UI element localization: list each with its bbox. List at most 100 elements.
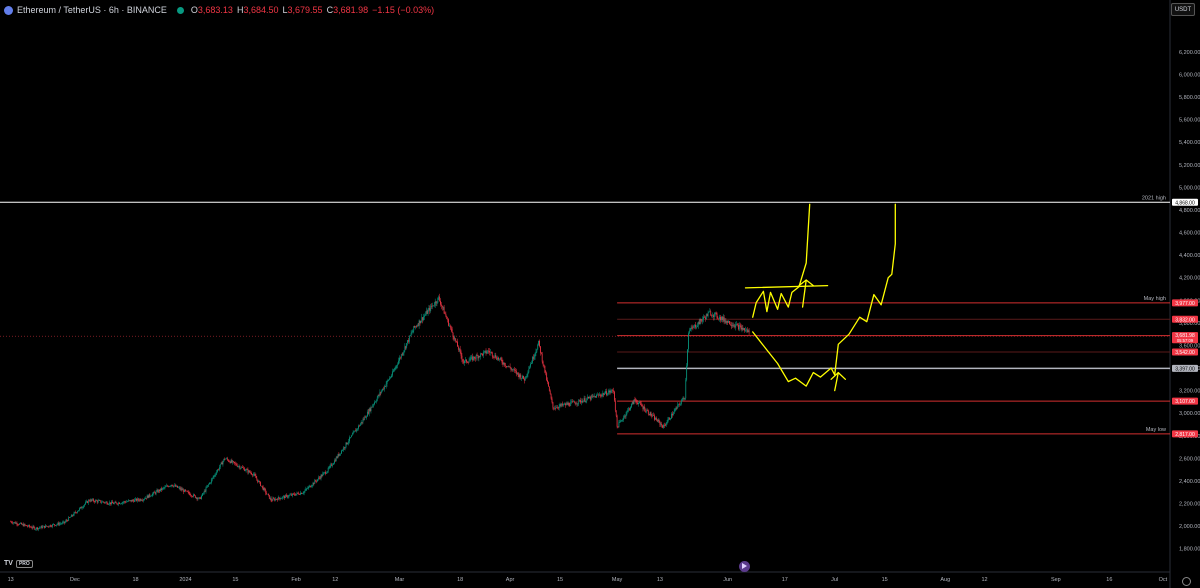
- candle-body: [709, 311, 711, 312]
- candle-body: [106, 501, 108, 505]
- candle-body: [78, 510, 79, 512]
- candle-body: [19, 523, 21, 525]
- candle-body: [681, 398, 683, 402]
- candle-body: [338, 454, 340, 456]
- candle-body: [465, 359, 467, 363]
- candle-body: [149, 494, 151, 497]
- candle-body: [556, 407, 557, 409]
- candle-body: [262, 486, 264, 490]
- candle-body: [228, 461, 230, 462]
- candle-body: [260, 485, 262, 487]
- candle-body: [537, 344, 539, 350]
- candle-body: [335, 457, 337, 462]
- candle-body: [363, 419, 365, 420]
- candle-body: [155, 491, 157, 494]
- candle-body: [213, 475, 215, 478]
- candle-body: [663, 425, 664, 428]
- candle-body: [132, 500, 134, 501]
- candle-body: [129, 500, 131, 501]
- settings-icon[interactable]: [1182, 577, 1191, 586]
- candle-body: [725, 320, 727, 323]
- candle-body: [712, 315, 713, 316]
- candle-body: [700, 319, 702, 321]
- candle-body: [416, 326, 417, 327]
- currency-button[interactable]: USDT: [1171, 3, 1195, 16]
- candle-body: [218, 469, 219, 471]
- logo-badge: PRO: [15, 559, 33, 568]
- candle-body: [306, 488, 308, 490]
- candle-body: [249, 470, 251, 473]
- candle-body: [441, 305, 443, 308]
- candle-body: [20, 522, 21, 524]
- candle-body: [233, 461, 235, 462]
- candle-body: [595, 396, 597, 398]
- x-tick-label: Apr: [506, 577, 515, 583]
- candle-body: [79, 507, 81, 509]
- candle-body: [59, 523, 61, 525]
- candle-body: [694, 324, 696, 326]
- y-tick-label: 6,200.00: [1179, 50, 1200, 56]
- candle-body: [666, 422, 668, 424]
- candle-body: [318, 477, 320, 479]
- candle-body: [407, 340, 408, 344]
- open-value: 3,683.13: [197, 5, 233, 15]
- candle-body: [276, 498, 277, 500]
- candle-body: [281, 498, 283, 499]
- candle-body: [185, 490, 187, 492]
- candle-body: [146, 495, 148, 499]
- candle-body: [691, 327, 693, 329]
- y-tick-label: 2,200.00: [1179, 502, 1200, 508]
- candle-body: [746, 329, 747, 331]
- candle-body: [509, 366, 511, 369]
- candle-body: [246, 469, 248, 471]
- candle-body: [124, 501, 126, 503]
- candle-body: [35, 529, 37, 530]
- candle-body: [191, 495, 193, 497]
- candle-body: [602, 393, 604, 395]
- candle-body: [269, 498, 271, 499]
- candle-body: [631, 401, 633, 404]
- symbol-title[interactable]: Ethereum / TetherUS · 6h · BINANCE: [17, 5, 167, 15]
- candle-body: [205, 487, 207, 492]
- candle-body: [481, 353, 482, 354]
- candle-body: [289, 495, 291, 496]
- candle-body: [342, 447, 344, 451]
- candle-body: [598, 394, 600, 396]
- candle-body: [401, 354, 403, 355]
- candle-body: [614, 391, 615, 401]
- candle-body: [188, 491, 190, 494]
- candle-body: [564, 403, 566, 406]
- candle-body: [676, 407, 678, 409]
- candle-body: [347, 443, 349, 445]
- candle-body: [333, 463, 334, 465]
- candle-body: [689, 329, 691, 331]
- candle-body: [424, 314, 426, 316]
- candle-body: [50, 525, 52, 527]
- candles-group: [10, 293, 750, 532]
- candle-body: [638, 401, 640, 403]
- candle-body: [177, 487, 179, 489]
- candle-body: [41, 526, 43, 529]
- replay-icon[interactable]: [739, 561, 750, 572]
- candle-body: [355, 430, 357, 432]
- candle-body: [143, 499, 144, 501]
- candle-body: [120, 503, 122, 505]
- symbol-header: Ethereum / TetherUS · 6h · BINANCE O 3,68…: [4, 3, 438, 17]
- candle-body: [254, 474, 256, 476]
- candle-body: [26, 525, 28, 527]
- candle-body: [72, 515, 74, 517]
- candle-body: [653, 415, 655, 416]
- candle-body: [652, 415, 654, 416]
- x-tick-label: Aug: [940, 577, 950, 583]
- candle-body: [660, 423, 662, 425]
- candle-body: [298, 493, 300, 495]
- candle-body: [748, 330, 750, 333]
- candle-body: [671, 413, 672, 419]
- candle-body: [303, 491, 305, 494]
- candle-body: [283, 496, 284, 497]
- candle-body: [220, 462, 222, 465]
- candle-body: [46, 526, 48, 527]
- candle-body: [280, 498, 282, 500]
- candle-body: [668, 417, 670, 420]
